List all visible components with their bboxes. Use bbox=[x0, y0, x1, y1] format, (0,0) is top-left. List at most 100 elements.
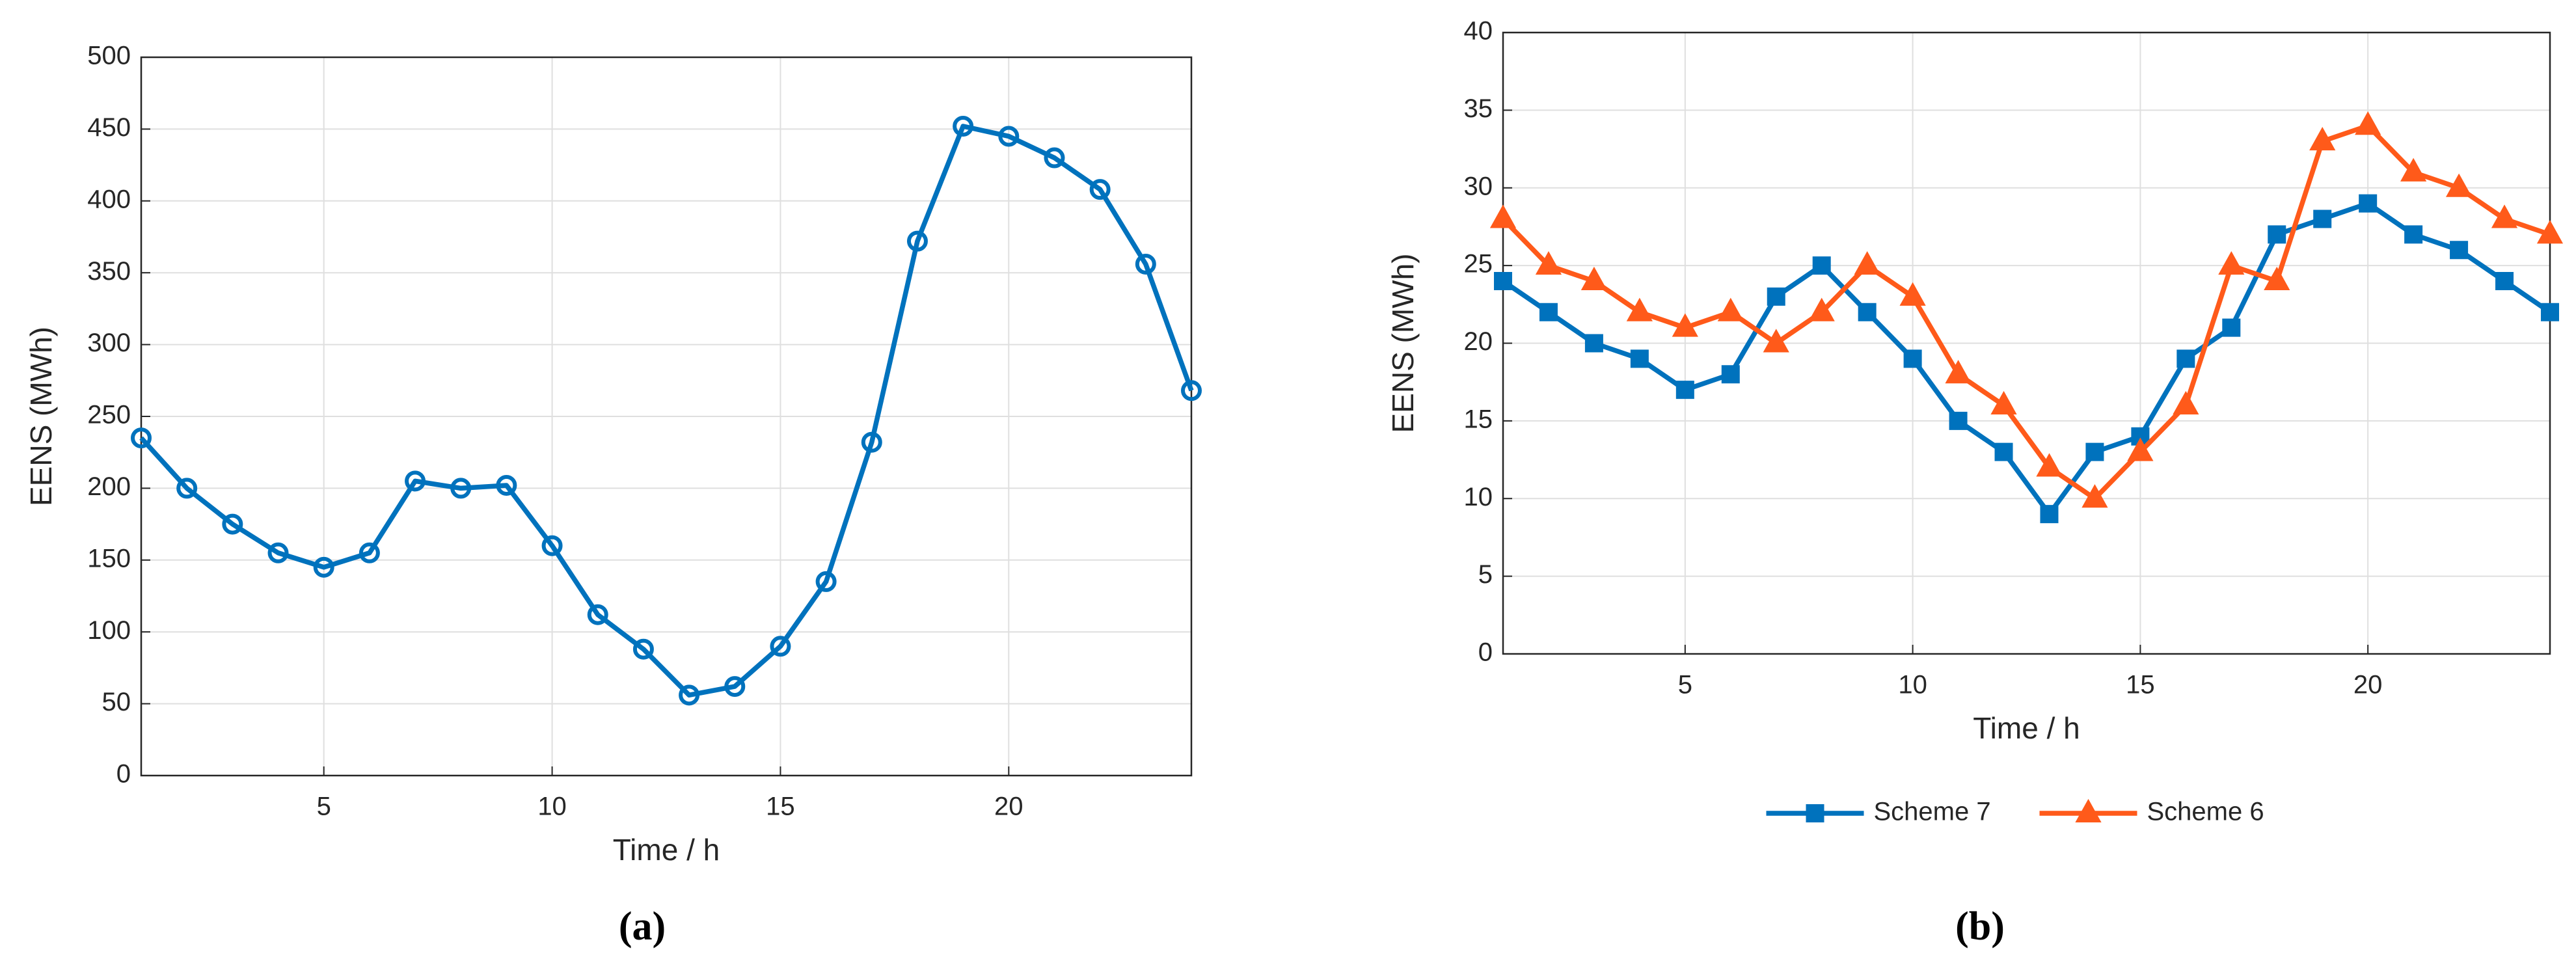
marker bbox=[1539, 303, 1558, 321]
marker bbox=[2268, 225, 2286, 244]
y-tick-label: 5 bbox=[1478, 560, 1493, 589]
data-line bbox=[1501, 200, 2552, 517]
x-tick-label: 15 bbox=[2126, 671, 2155, 699]
y-tick-label: 50 bbox=[102, 688, 131, 716]
marker bbox=[2264, 266, 2290, 290]
marker bbox=[724, 676, 746, 697]
x-tick-label: 20 bbox=[2353, 671, 2383, 699]
marker bbox=[998, 126, 1020, 147]
marker bbox=[2359, 194, 2378, 213]
y-tick-label: 300 bbox=[87, 329, 131, 357]
y-tick-label: 350 bbox=[87, 257, 131, 286]
marker bbox=[2400, 157, 2427, 182]
marker bbox=[2313, 210, 2332, 228]
marker bbox=[2176, 349, 2195, 368]
marker bbox=[1535, 250, 1562, 275]
x-tick-label: 15 bbox=[766, 792, 795, 821]
marker bbox=[1812, 256, 1831, 275]
marker bbox=[679, 684, 700, 706]
legend-label: Scheme 7 bbox=[1874, 798, 1991, 826]
caption: (b) bbox=[1955, 904, 2005, 949]
marker bbox=[1675, 381, 1694, 399]
y-tick-label: 30 bbox=[1464, 172, 1493, 200]
y-tick-label: 20 bbox=[1464, 327, 1493, 356]
marker bbox=[2495, 272, 2514, 290]
marker bbox=[1135, 253, 1156, 275]
x-tick-label: 5 bbox=[1678, 671, 1692, 699]
marker bbox=[176, 478, 198, 499]
data-line bbox=[139, 124, 1194, 698]
marker bbox=[1672, 313, 1698, 337]
marker bbox=[2040, 505, 2059, 524]
marker bbox=[1903, 349, 1922, 368]
marker bbox=[1858, 303, 1877, 321]
y-tick-label: 200 bbox=[87, 472, 131, 501]
x-tick-label: 20 bbox=[994, 792, 1024, 821]
marker bbox=[222, 513, 243, 535]
marker bbox=[1990, 390, 2017, 414]
marker bbox=[2222, 318, 2241, 337]
marker bbox=[541, 535, 563, 556]
marker bbox=[2127, 437, 2154, 461]
marker bbox=[2404, 225, 2423, 244]
marker bbox=[1721, 365, 1740, 384]
marker bbox=[267, 542, 289, 563]
y-tick-label: 500 bbox=[87, 42, 131, 70]
marker bbox=[953, 115, 974, 137]
marker bbox=[1494, 272, 1512, 290]
marker bbox=[1044, 147, 1065, 169]
data-line bbox=[1501, 123, 2551, 501]
marker bbox=[2541, 303, 2559, 321]
marker bbox=[1181, 380, 1202, 401]
x-tick-label: 10 bbox=[1898, 671, 1927, 699]
y-tick-label: 250 bbox=[87, 401, 131, 429]
marker bbox=[770, 636, 791, 657]
marker bbox=[1763, 329, 1789, 353]
marker bbox=[405, 470, 426, 492]
marker bbox=[2081, 484, 2108, 508]
y-tick-label: 15 bbox=[1464, 405, 1493, 433]
marker bbox=[2536, 220, 2564, 244]
marker bbox=[2355, 111, 2381, 135]
y-axis-label: EENS (MWh) bbox=[1386, 254, 1420, 433]
y-tick-label: 150 bbox=[87, 544, 131, 573]
marker bbox=[1854, 250, 1880, 275]
marker bbox=[2309, 126, 2336, 151]
y-tick-label: 0 bbox=[116, 760, 131, 789]
marker bbox=[1580, 266, 1608, 290]
marker bbox=[2450, 241, 2469, 260]
marker bbox=[2491, 204, 2518, 228]
y-axis-label: EENS (MWh) bbox=[24, 327, 58, 506]
x-axis-label: Time / h bbox=[1973, 711, 2080, 745]
y-tick-label: 35 bbox=[1464, 94, 1493, 123]
marker bbox=[2085, 442, 2104, 461]
marker bbox=[906, 230, 928, 252]
marker bbox=[861, 431, 882, 453]
marker bbox=[131, 427, 152, 449]
marker bbox=[359, 542, 380, 563]
marker bbox=[1767, 287, 1785, 306]
x-axis-label: Time / h bbox=[613, 833, 720, 867]
marker bbox=[2173, 390, 2199, 414]
marker bbox=[313, 556, 334, 578]
y-tick-label: 0 bbox=[1478, 638, 1493, 667]
y-tick-label: 10 bbox=[1464, 483, 1493, 511]
marker bbox=[1584, 334, 1603, 353]
legend-label: Scheme 6 bbox=[2147, 798, 2264, 826]
marker bbox=[2075, 798, 2102, 822]
marker bbox=[1899, 282, 1926, 306]
y-tick-label: 40 bbox=[1464, 17, 1493, 46]
x-tick-label: 10 bbox=[537, 792, 567, 821]
marker bbox=[450, 478, 472, 499]
marker bbox=[496, 474, 517, 496]
marker bbox=[815, 571, 837, 592]
plot-frame bbox=[1502, 31, 2551, 655]
x-tick-label: 5 bbox=[317, 792, 331, 821]
marker bbox=[1630, 349, 1649, 368]
marker bbox=[2445, 173, 2473, 197]
marker bbox=[632, 638, 654, 660]
plot-frame bbox=[140, 56, 1193, 777]
marker bbox=[2218, 250, 2245, 275]
marker bbox=[1089, 179, 1111, 200]
